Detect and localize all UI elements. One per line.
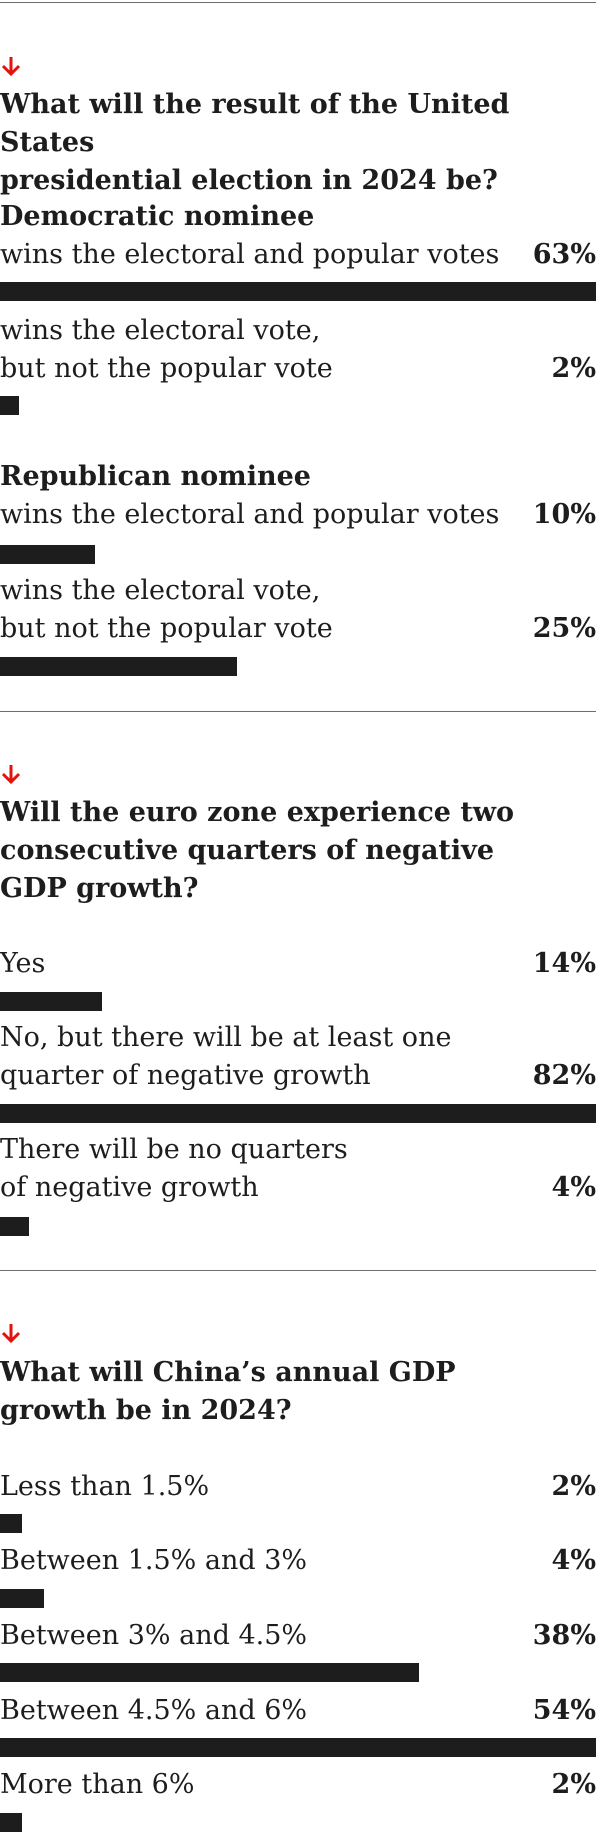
answer-row: More than 6% 2% xyxy=(0,1766,596,1804)
answer-label: wins the electoral and popular votes xyxy=(0,499,500,530)
arrow-down-icon xyxy=(0,55,22,77)
divider xyxy=(0,711,596,712)
answer-percent: 10% xyxy=(532,499,596,530)
answer-row: Between 3% and 4.5% 38% xyxy=(0,1617,596,1655)
answer-percent: 82% xyxy=(532,1060,596,1091)
answer-label: More than 6% xyxy=(0,1769,195,1800)
answer-bar xyxy=(0,992,102,1011)
answer-label: wins the electoral vote, but not the pop… xyxy=(0,575,333,644)
answer-bar xyxy=(0,1738,596,1757)
answer-percent: 4% xyxy=(551,1172,596,1203)
answer-bar xyxy=(0,1514,22,1533)
answer-label: wins the electoral and popular votes xyxy=(0,239,500,270)
arrow-down-icon xyxy=(0,763,22,785)
answer-bar xyxy=(0,1217,29,1236)
answer-percent: 54% xyxy=(532,1695,596,1726)
answer-row: No, but there will be at least one quart… xyxy=(0,1019,596,1095)
question-title: What will the result of the United State… xyxy=(0,89,510,196)
answer-percent: 63% xyxy=(532,239,596,270)
answer-bar xyxy=(0,657,237,676)
answer-label: Yes xyxy=(0,948,46,979)
answer-row: There will be no quarters of negative gr… xyxy=(0,1131,596,1207)
answer-row: Between 4.5% and 6% 54% xyxy=(0,1692,596,1730)
answer-row: Yes 14% xyxy=(0,945,596,983)
question-title: Will the euro zone experience two consec… xyxy=(0,797,515,904)
answer-percent: 2% xyxy=(551,1471,596,1502)
answer-percent: 38% xyxy=(532,1620,596,1651)
answer-label: Less than 1.5% xyxy=(0,1471,210,1502)
answer-percent: 2% xyxy=(551,353,596,384)
answer-row: wins the electoral vote, but not the pop… xyxy=(0,312,596,388)
answer-bar xyxy=(0,282,596,301)
question-title: What will China’s annual GDP growth be i… xyxy=(0,1357,456,1426)
answer-row: wins the electoral vote, but not the pop… xyxy=(0,572,596,648)
answer-label: Between 4.5% and 6% xyxy=(0,1695,308,1726)
answer-row: Between 1.5% and 3% 4% xyxy=(0,1542,596,1580)
answer-row: wins the electoral and popular votes 63% xyxy=(0,236,596,274)
answer-row: Less than 1.5% 2% xyxy=(0,1468,596,1506)
answer-bar xyxy=(0,396,19,415)
divider xyxy=(0,2,596,3)
answer-bar xyxy=(0,1813,22,1832)
answer-label: Between 3% and 4.5% xyxy=(0,1620,308,1651)
answer-bar xyxy=(0,1663,419,1682)
answer-percent: 14% xyxy=(532,948,596,979)
arrow-down-icon xyxy=(0,1322,22,1344)
answer-percent: 2% xyxy=(551,1769,596,1800)
answer-bar xyxy=(0,1589,44,1608)
group-label: Democratic nominee xyxy=(0,201,315,232)
group-label: Republican nominee xyxy=(0,461,311,492)
answer-percent: 4% xyxy=(551,1545,596,1576)
answer-row: wins the electoral and popular votes 10% xyxy=(0,496,596,534)
divider xyxy=(0,1270,596,1271)
answer-bar xyxy=(0,545,95,564)
answer-label: No, but there will be at least one quart… xyxy=(0,1022,452,1091)
answer-label: There will be no quarters of negative gr… xyxy=(0,1134,348,1203)
answer-percent: 25% xyxy=(532,613,596,644)
answer-label: wins the electoral vote, but not the pop… xyxy=(0,315,333,384)
answer-label: Between 1.5% and 3% xyxy=(0,1545,308,1576)
answer-bar xyxy=(0,1104,596,1123)
